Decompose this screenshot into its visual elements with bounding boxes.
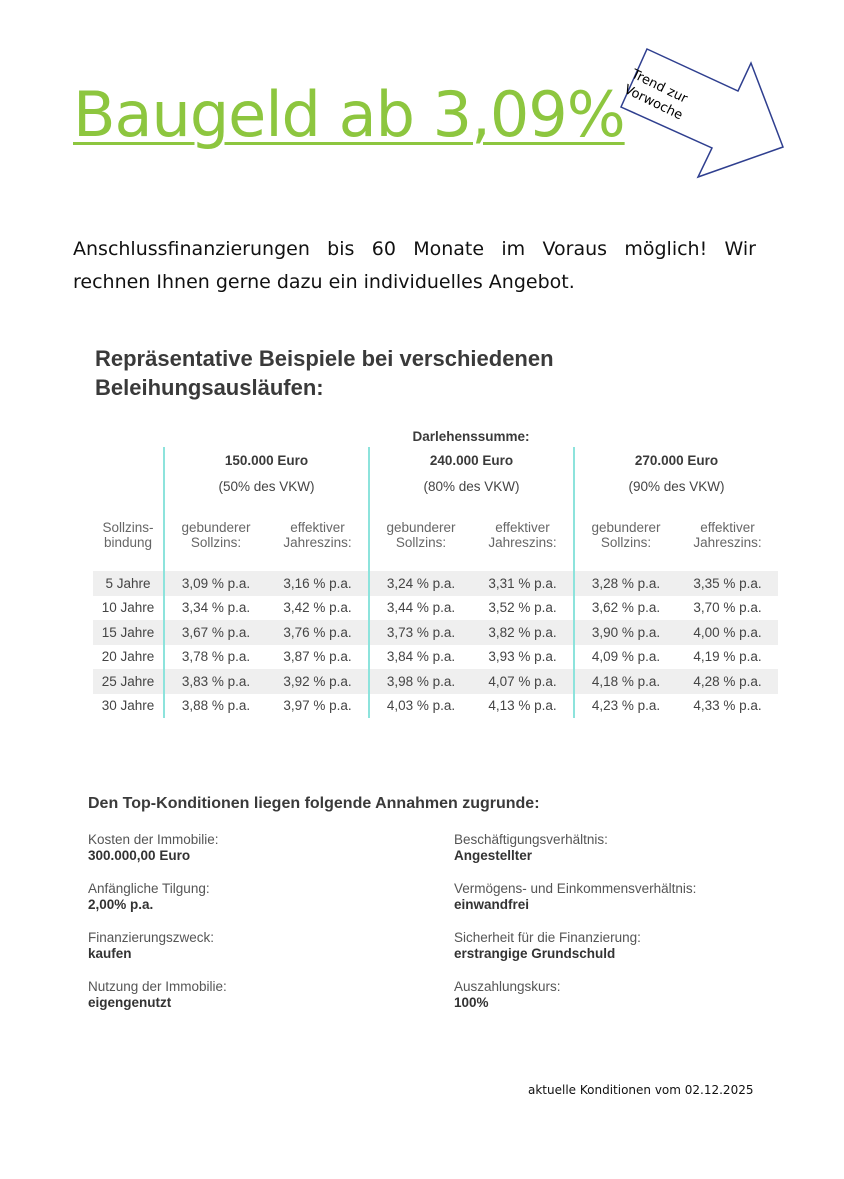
- col-header: effektiver Jahreszins:: [488, 520, 557, 550]
- rate-cell: 3,35 % p.a.: [677, 571, 778, 596]
- trend-arrow-icon: [620, 48, 784, 179]
- rate-cell: 3,90 % p.a.: [573, 620, 677, 645]
- assumption-label: Sicherheit für die Finanzierung:: [454, 930, 641, 945]
- rates-table: Darlehenssumme: 150.000 Euro 240.000 Eur…: [93, 425, 778, 718]
- rate-cell: 3,70 % p.a.: [693, 600, 762, 616]
- rate-cell: 3,88 % p.a.: [163, 693, 267, 718]
- rate-cell: 4,07 % p.a.: [472, 669, 574, 694]
- rate-cell: 3,52 % p.a.: [488, 600, 557, 616]
- assumption-item: Sicherheit für die Finanzierung: erstrang…: [454, 930, 641, 962]
- examples-heading: Repräsentative Beispiele bei verschieden…: [95, 346, 554, 400]
- term-cell: 15 Jahre: [93, 620, 164, 645]
- rate-cell: 3,78 % p.a.: [163, 644, 267, 669]
- assumption-item: Kosten der Immobilie: 300.000,00 Euro: [88, 832, 219, 864]
- assumption-item: Auszahlungskurs: 100%: [454, 979, 561, 1011]
- rate-cell: 3,97 % p.a.: [283, 698, 352, 714]
- rate-cell: 3,76 % p.a.: [267, 620, 369, 645]
- term-cell: 30 Jahre: [101, 698, 155, 714]
- term-cell: 5 Jahre: [93, 571, 164, 596]
- assumption-label: Finanzierungszweck:: [88, 930, 215, 945]
- amount-header: 270.000 Euro: [573, 447, 778, 473]
- col-header: gebunderer Sollzins:: [386, 520, 456, 550]
- amount-header: 240.000 Euro: [368, 447, 574, 473]
- term-cell: 20 Jahre: [101, 649, 155, 665]
- rate-cell: 3,98 % p.a.: [368, 669, 472, 694]
- col-header: gebunderer Sollzins:: [181, 520, 251, 550]
- rate-cell: 3,31 % p.a.: [472, 571, 574, 596]
- rate-cell: 3,24 % p.a.: [368, 571, 472, 596]
- assumption-label: Kosten der Immobilie:: [88, 832, 219, 847]
- ratio-header: (80% des VKW): [368, 473, 574, 499]
- rate-cell: 4,18 % p.a.: [573, 669, 677, 694]
- assumption-label: Vermögens- und Einkommensverhältnis:: [454, 881, 697, 896]
- rate-cell: 4,13 % p.a.: [488, 698, 557, 714]
- rate-cell: 4,09 % p.a.: [573, 644, 677, 669]
- assumption-label: Beschäftigungsverhältnis:: [454, 832, 608, 847]
- assumption-value: eigengenutzt: [88, 995, 172, 1010]
- rate-cell: 3,84 % p.a.: [368, 644, 472, 669]
- assumption-item: Anfängliche Tilgung: 2,00% p.a.: [88, 881, 210, 913]
- rate-cell: 4,23 % p.a.: [573, 693, 677, 718]
- assumption-item: Nutzung der Immobilie: eigengenutzt: [88, 979, 227, 1011]
- rate-cell: 3,83 % p.a.: [163, 669, 267, 694]
- assumption-item: Vermögens- und Einkommensverhältnis: einw…: [454, 881, 696, 913]
- table-row: 25 Jahre 3,83 % p.a. 3,92 % p.a. 3,98 % p.a…: [93, 669, 778, 694]
- rate-cell: 3,44 % p.a.: [368, 595, 472, 620]
- ratio-header: (50% des VKW): [163, 473, 369, 499]
- group-header: Darlehenssumme:: [412, 428, 530, 444]
- rate-cell: 3,87 % p.a.: [283, 649, 352, 665]
- assumptions-heading: Den Top-Konditionen liegen folgende Anna…: [88, 795, 540, 812]
- assumption-label: Auszahlungskurs:: [454, 979, 561, 994]
- ratio-header: (90% des VKW): [573, 473, 778, 499]
- footer-date: aktuelle Konditionen vom 02.12.2025: [528, 1083, 754, 1097]
- rate-cell: 3,62 % p.a.: [573, 595, 677, 620]
- rate-cell: 3,92 % p.a.: [267, 669, 369, 694]
- col-header: gebunderer Sollzins:: [591, 520, 661, 550]
- row-header: Sollzins-bindung: [102, 520, 154, 550]
- headline: Baugeld ab 3,09%: [73, 78, 626, 151]
- table-row: 20 Jahre 3,78 % p.a. 3,87 % p.a. 3,84 % p.a…: [93, 644, 778, 669]
- assumption-value: 2,00% p.a.: [88, 897, 154, 912]
- rate-cell: 3,93 % p.a.: [488, 649, 557, 665]
- table-row: 5 Jahre 3,09 % p.a. 3,16 % p.a. 3,24 % p.a.…: [93, 571, 778, 596]
- term-cell: 25 Jahre: [93, 669, 164, 694]
- rate-cell: 4,19 % p.a.: [693, 649, 762, 665]
- assumption-value: Angestellter: [454, 848, 533, 863]
- rate-cell: 3,42 % p.a.: [283, 600, 352, 616]
- assumption-value: 300.000,00 Euro: [88, 848, 191, 863]
- rate-cell: 3,73 % p.a.: [368, 620, 472, 645]
- rate-cell: 3,28 % p.a.: [573, 571, 677, 596]
- term-cell: 10 Jahre: [101, 600, 155, 616]
- rate-cell: 3,34 % p.a.: [163, 595, 267, 620]
- table-row: 30 Jahre 3,88 % p.a. 3,97 % p.a. 4,03 % p.a…: [93, 693, 778, 718]
- assumption-value: 100%: [454, 995, 489, 1010]
- assumption-value: kaufen: [88, 946, 132, 961]
- rate-cell: 4,03 % p.a.: [368, 693, 472, 718]
- amount-header: 150.000 Euro: [163, 447, 369, 473]
- assumption-label: Anfängliche Tilgung:: [88, 881, 210, 896]
- rate-cell: 4,28 % p.a.: [677, 669, 778, 694]
- rate-cell: 4,00 % p.a.: [677, 620, 778, 645]
- rate-cell: 3,16 % p.a.: [267, 571, 369, 596]
- assumption-value: einwandfrei: [454, 897, 530, 912]
- rate-cell: 3,09 % p.a.: [163, 571, 267, 596]
- rate-cell: 3,82 % p.a.: [472, 620, 574, 645]
- assumption-value: erstrangige Grundschuld: [454, 946, 616, 961]
- col-header: effektiver Jahreszins:: [283, 520, 352, 550]
- assumption-item: Finanzierungszweck: kaufen: [88, 930, 214, 962]
- table-row: 15 Jahre 3,67 % p.a. 3,76 % p.a. 3,73 % p.a…: [93, 620, 778, 645]
- col-header: effektiver Jahreszins:: [693, 520, 762, 550]
- assumption-item: Beschäftigungsverhältnis: Angestellter: [454, 832, 608, 864]
- rate-cell: 4,33 % p.a.: [693, 698, 762, 714]
- table-row: 10 Jahre 3,34 % p.a. 3,42 % p.a. 3,44 % p.a…: [93, 595, 778, 620]
- assumption-label: Nutzung der Immobilie:: [88, 979, 227, 994]
- rate-cell: 3,67 % p.a.: [163, 620, 267, 645]
- intro-text: Anschlussfinanzierungen bis 60 Monate im…: [73, 238, 756, 293]
